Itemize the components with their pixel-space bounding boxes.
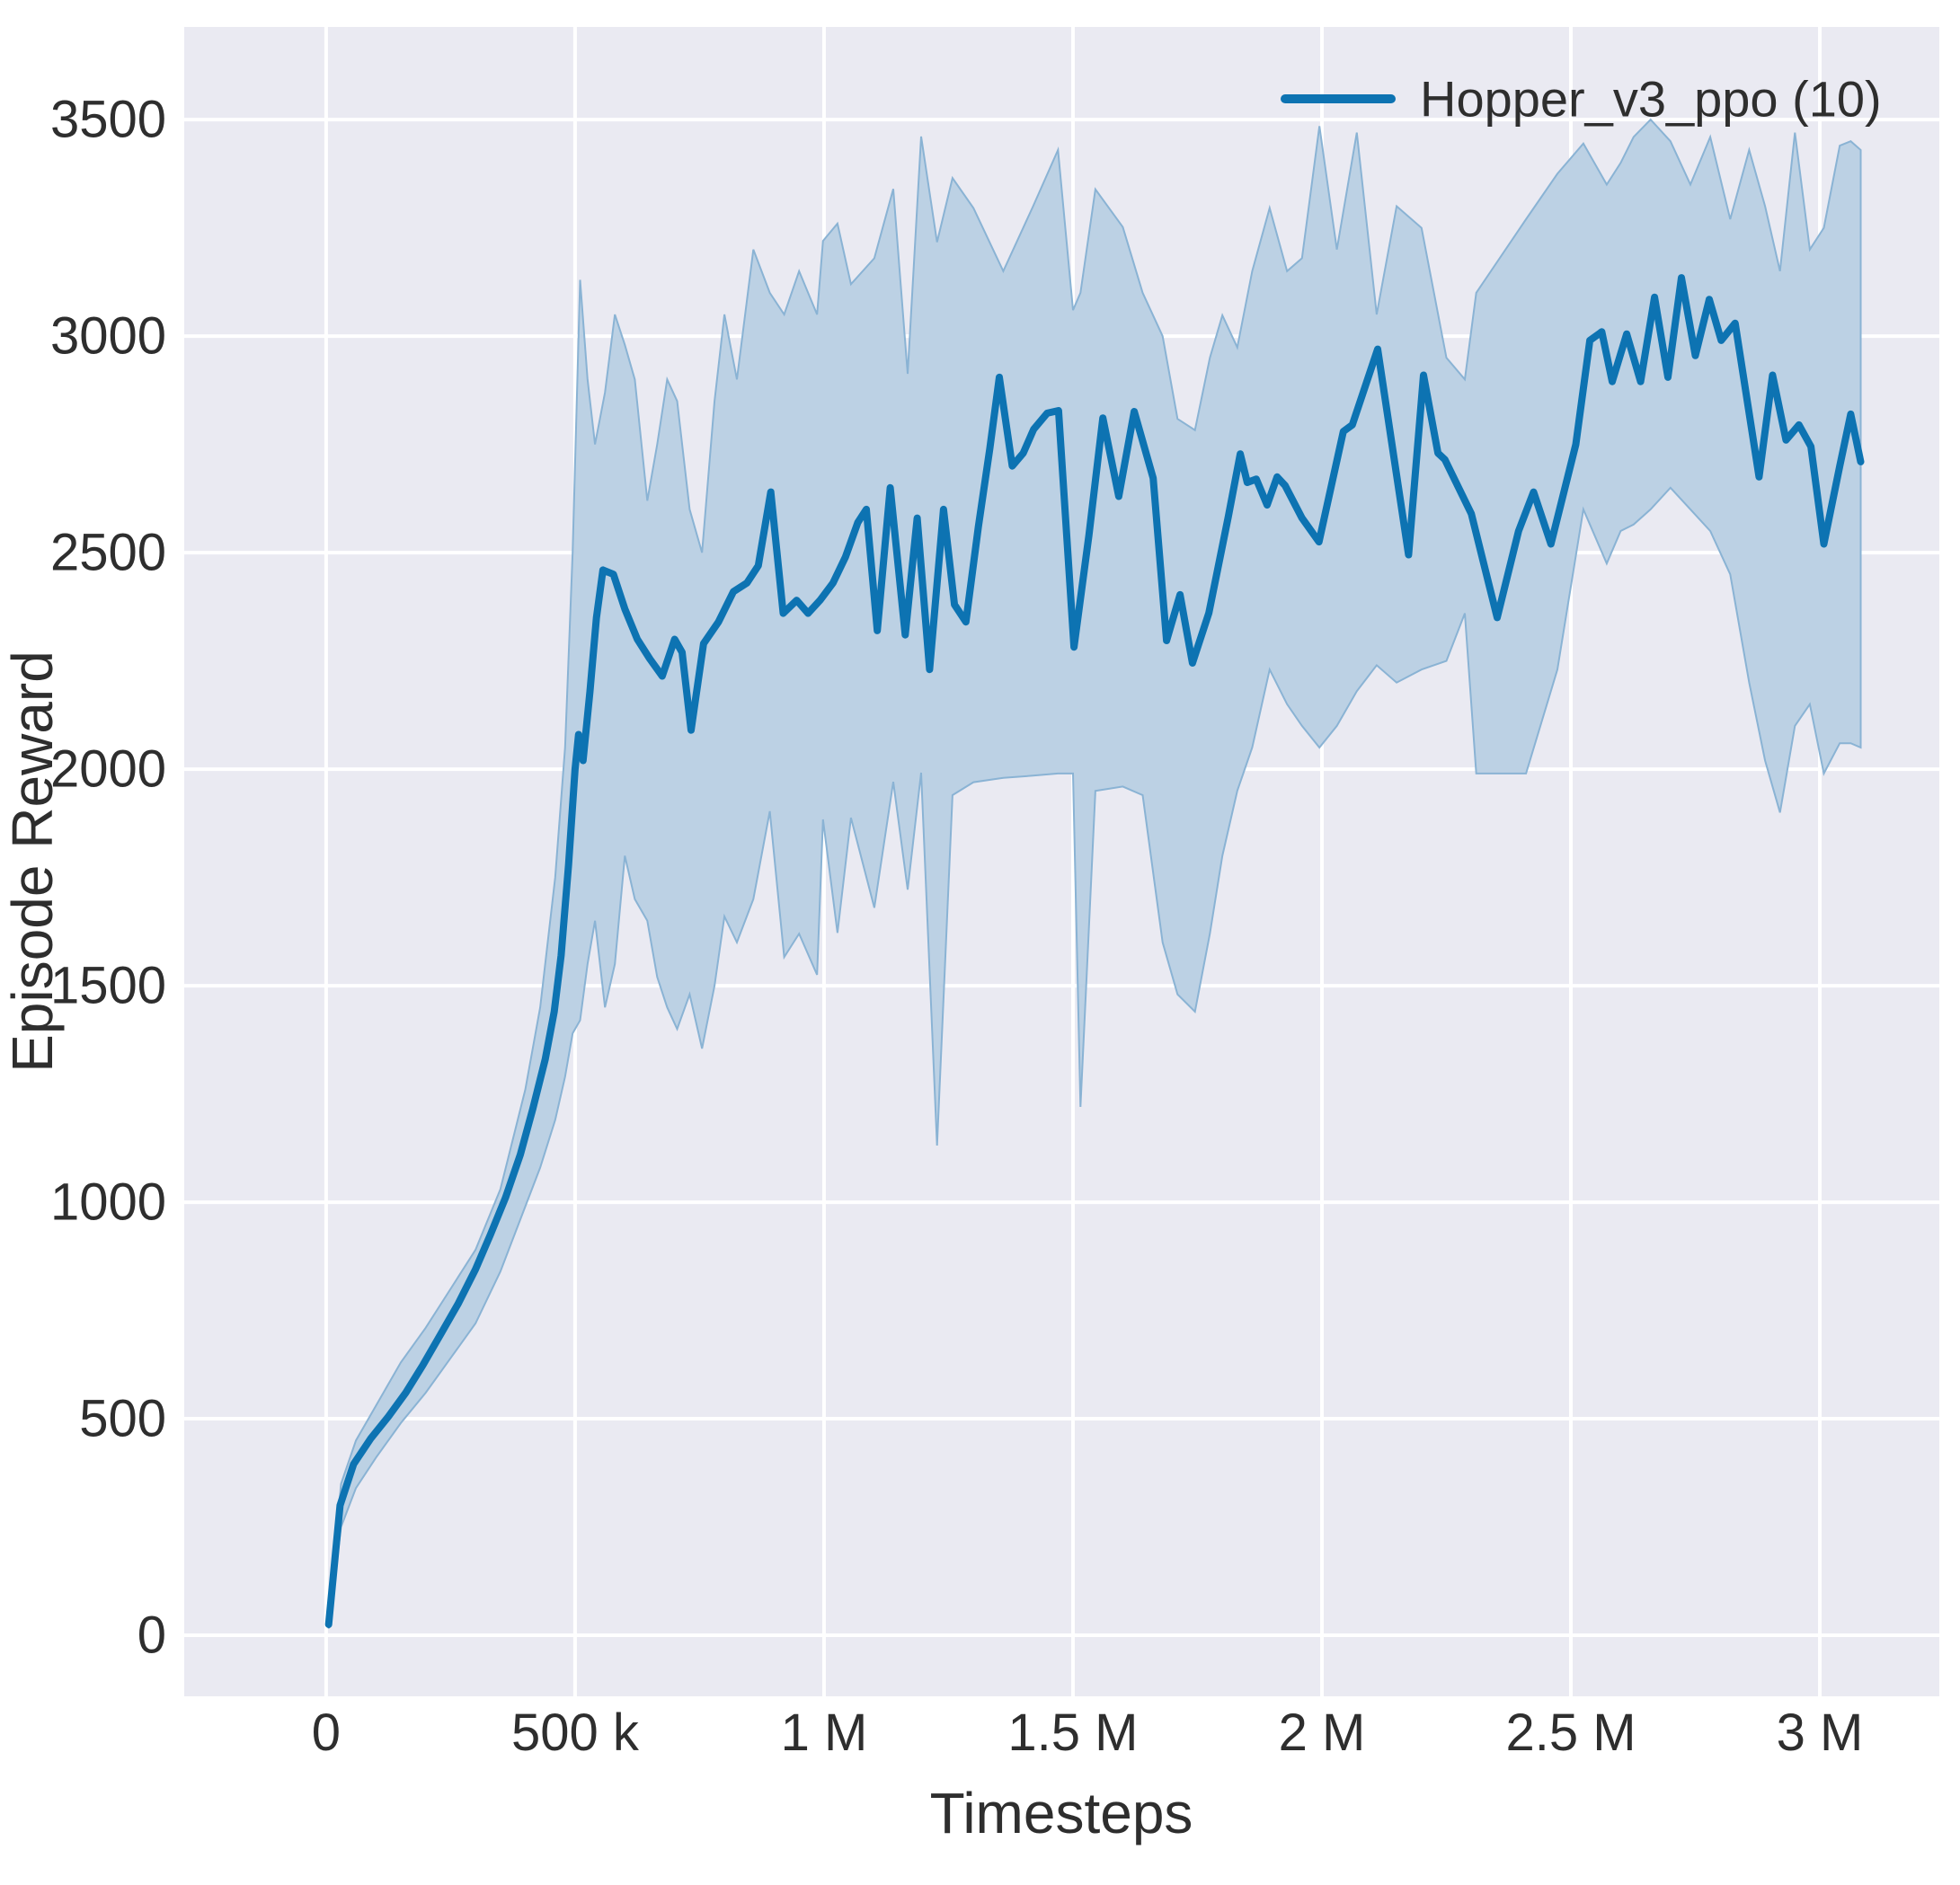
x-tick-label: 3 M bbox=[1777, 1704, 1864, 1762]
x-tick-label: 500 k bbox=[511, 1704, 640, 1762]
x-tick-label: 2.5 M bbox=[1505, 1704, 1636, 1762]
y-tick-label: 1500 bbox=[50, 957, 166, 1015]
x-axis-label: Timesteps bbox=[930, 1781, 1193, 1845]
y-tick-label: 500 bbox=[79, 1390, 166, 1448]
confidence-band bbox=[327, 118, 1862, 1629]
legend: Hopper_v3_ppo (10) bbox=[1281, 71, 1882, 128]
x-tick-label: 1.5 M bbox=[1007, 1704, 1138, 1762]
x-tick-label: 2 M bbox=[1279, 1704, 1366, 1762]
y-tick-label: 1000 bbox=[50, 1173, 166, 1232]
y-tick-label: 2000 bbox=[50, 740, 166, 799]
y-tick-label: 3000 bbox=[50, 307, 166, 366]
y-tick-label: 2500 bbox=[50, 524, 166, 582]
x-tick-label: 0 bbox=[312, 1704, 341, 1762]
y-tick-label: 0 bbox=[137, 1606, 166, 1665]
y-tick-label: 3500 bbox=[50, 91, 166, 149]
legend-label: Hopper_v3_ppo (10) bbox=[1420, 71, 1882, 128]
y-axis-label: Episode Reward bbox=[0, 650, 65, 1073]
series-line bbox=[324, 274, 1865, 1628]
y-axis-ticks: 0 500 1000 1500 2000 2500 3000 3500 bbox=[50, 91, 166, 1665]
confidence-band-polygon bbox=[327, 118, 1862, 1629]
x-tick-label: 1 M bbox=[781, 1704, 868, 1762]
mean-line bbox=[324, 274, 1865, 1628]
x-axis-ticks: 0 500 k 1 M 1.5 M 2 M 2.5 M 3 M bbox=[312, 1704, 1864, 1762]
